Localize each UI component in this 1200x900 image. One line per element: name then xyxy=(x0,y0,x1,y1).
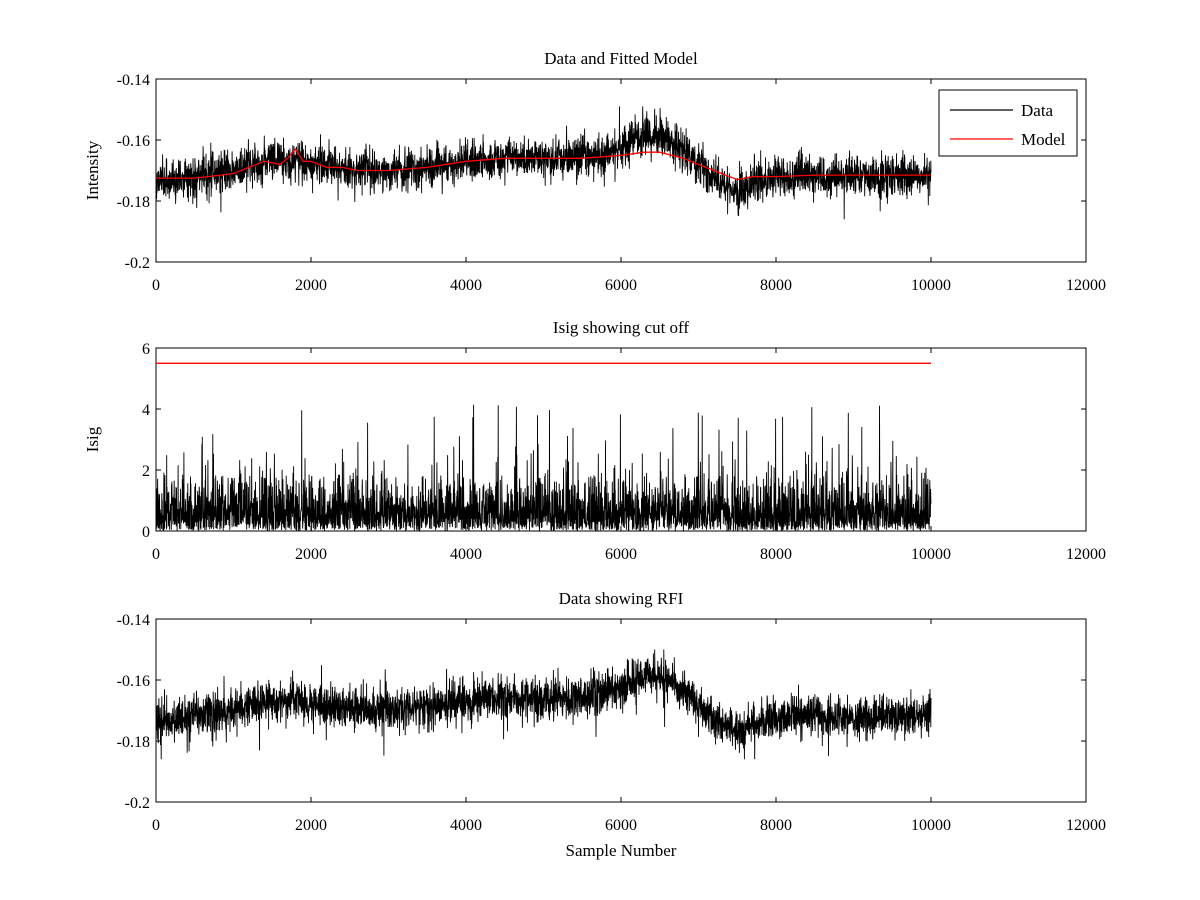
chart-panel-3: 0 2000 4000 6000 8000 10000 12000 -0.2 -0.18 -0.1… xyxy=(117,589,1106,860)
x-tick-label: 0 xyxy=(152,277,160,294)
series-line-isig xyxy=(156,404,932,531)
chart-panel-2: 0 2000 4000 6000 8000 10000 12000 0 2 4 6 Isig show… xyxy=(83,318,1106,563)
x-tick-label: 8000 xyxy=(760,817,792,834)
y-tick-label: -0.16 xyxy=(117,673,150,690)
x-tick-label: 0 xyxy=(152,817,160,834)
y-tick-label: -0.2 xyxy=(125,255,150,272)
y-tick-label: -0.14 xyxy=(117,72,150,89)
y-tick-label: -0.16 xyxy=(117,133,150,150)
x-tick-label: 10000 xyxy=(911,277,951,294)
x-tick-label: 8000 xyxy=(760,546,792,563)
x-tick-label: 6000 xyxy=(605,277,637,294)
y-tick-label: 0 xyxy=(142,524,150,541)
x-tick-label: 6000 xyxy=(605,546,637,563)
chart-title: Data showing RFI xyxy=(559,589,684,608)
y-tick-label: -0.18 xyxy=(117,194,150,211)
x-tick-label: 4000 xyxy=(450,546,482,563)
chart-title: Data and Fitted Model xyxy=(544,49,698,68)
y-axis-label: Isig xyxy=(83,426,102,452)
x-tick-label: 2000 xyxy=(295,546,327,563)
legend-label-model: Model xyxy=(1021,130,1066,149)
series-line-data xyxy=(156,649,932,760)
chart-panel-1: 0 2000 4000 6000 8000 10000 12000 -0.2 -0.18 -0.1… xyxy=(83,49,1106,294)
x-tick-label: 12000 xyxy=(1066,277,1106,294)
x-tick-label: 8000 xyxy=(760,277,792,294)
x-tick-label: 12000 xyxy=(1066,546,1106,563)
chart-title: Isig showing cut off xyxy=(553,318,689,337)
x-tick-label: 4000 xyxy=(450,277,482,294)
y-axis-label: Intensity xyxy=(83,140,102,200)
series-line-model xyxy=(156,148,931,181)
x-axis-label: Sample Number xyxy=(566,841,677,860)
legend-box xyxy=(938,89,1078,157)
x-tick-label: 12000 xyxy=(1066,817,1106,834)
y-tick-label: 2 xyxy=(142,463,150,480)
legend: Data Model xyxy=(938,89,1078,157)
x-tick-label: 10000 xyxy=(911,546,951,563)
legend-label-data: Data xyxy=(1021,101,1054,120)
x-tick-label: 2000 xyxy=(295,817,327,834)
y-tick-label: -0.18 xyxy=(117,734,150,751)
x-tick-label: 0 xyxy=(152,546,160,563)
series-group xyxy=(156,106,932,220)
series-line-data xyxy=(156,106,932,220)
x-tick-label: 6000 xyxy=(605,817,637,834)
y-tick-label: -0.14 xyxy=(117,612,150,629)
series-group xyxy=(156,362,932,531)
x-tick-label: 2000 xyxy=(295,277,327,294)
y-tick-label: 6 xyxy=(142,341,150,358)
series-group xyxy=(156,649,932,760)
x-tick-label: 4000 xyxy=(450,817,482,834)
x-tick-label: 10000 xyxy=(911,817,951,834)
y-tick-label: -0.2 xyxy=(125,795,150,812)
y-tick-label: 4 xyxy=(142,402,150,419)
